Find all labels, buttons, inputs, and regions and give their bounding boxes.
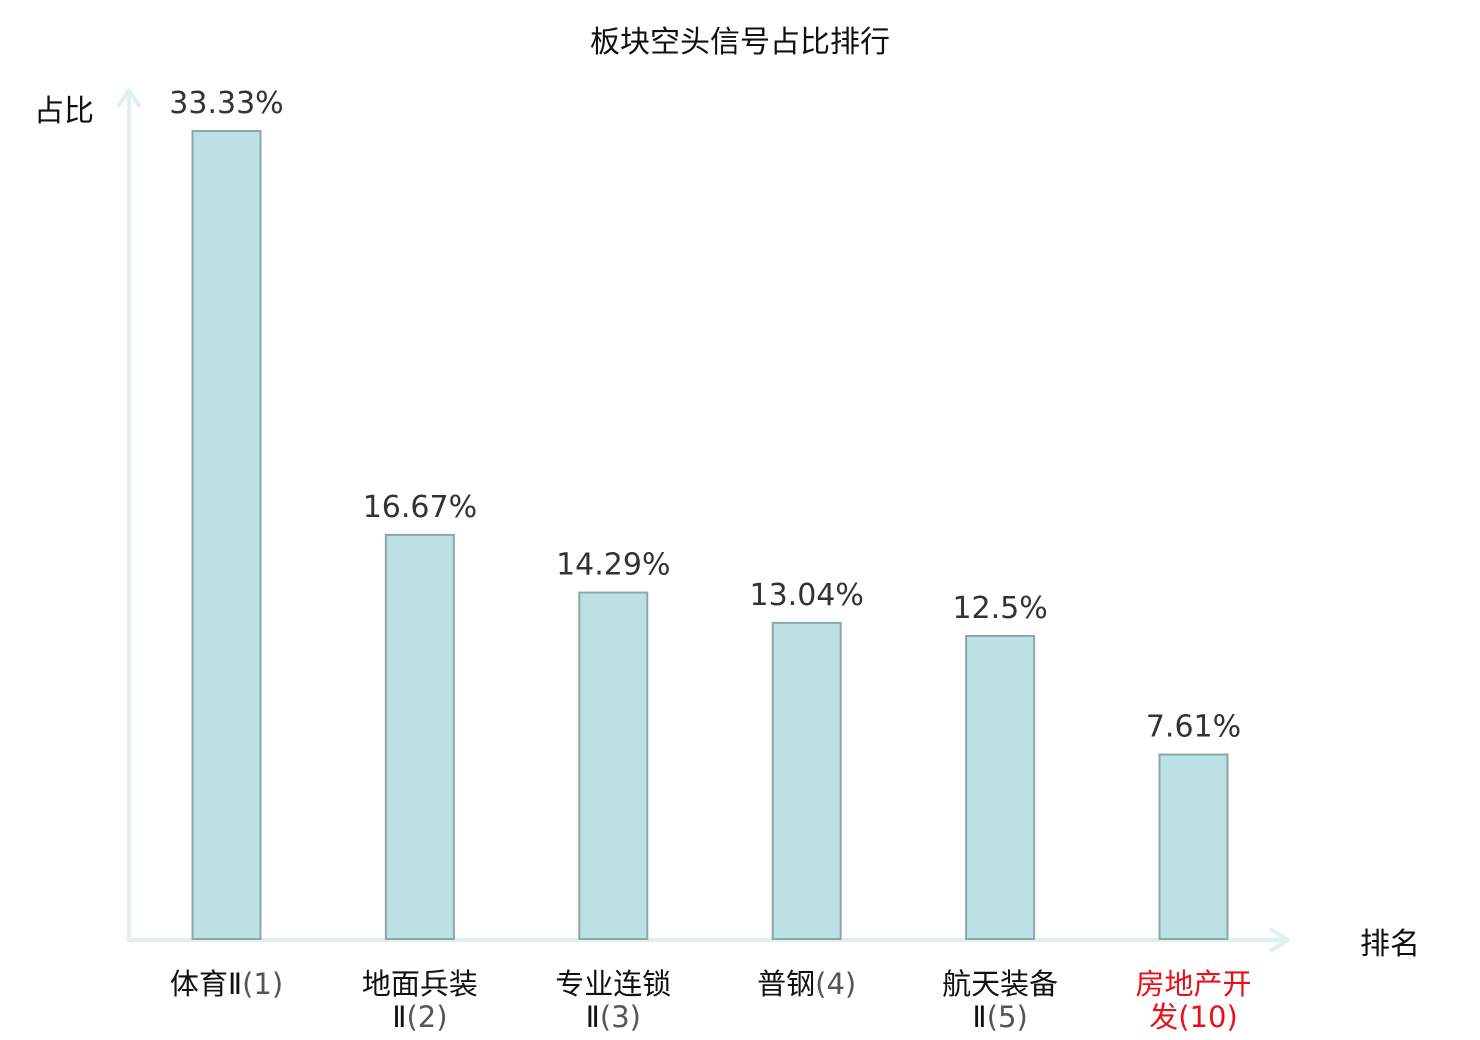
category-name: 发 bbox=[1149, 1000, 1178, 1034]
category-rank: (1) bbox=[242, 967, 283, 1001]
x-axis-label: 排名 bbox=[1360, 927, 1420, 962]
category-label-2-line2: Ⅱ(2) bbox=[392, 1000, 447, 1034]
y-axis: 占比 bbox=[34, 88, 142, 940]
category-rank: (5) bbox=[987, 1000, 1028, 1034]
category-label-4: 普钢(4) bbox=[757, 967, 856, 1001]
bar-3 bbox=[578, 591, 649, 940]
category-name: 房地产开 bbox=[1135, 967, 1251, 1001]
y-axis-arrow bbox=[116, 88, 142, 109]
bar-5 bbox=[965, 634, 1036, 941]
category-name: Ⅱ bbox=[392, 1000, 406, 1034]
value-label-3: 14.29% bbox=[556, 548, 670, 583]
category-rank: (3) bbox=[600, 1000, 641, 1034]
value-label-6: 7.61% bbox=[1146, 710, 1241, 745]
chart-title: 板块空头信号占比排行 bbox=[590, 25, 890, 60]
category-name: Ⅱ bbox=[586, 1000, 600, 1034]
category-name: 地面兵装 bbox=[362, 967, 478, 1001]
category-name: 普钢 bbox=[757, 967, 815, 1001]
category-label-5-line2: Ⅱ(5) bbox=[972, 1000, 1027, 1034]
value-label-4: 13.04% bbox=[750, 578, 864, 613]
bar-6 bbox=[1158, 753, 1229, 940]
value-label-5: 12.5% bbox=[952, 591, 1047, 626]
value-labels: 33.33% 16.67% 14.29% 13.04% 12.5% 7.61% bbox=[169, 86, 1241, 745]
x-axis: 排名 bbox=[127, 927, 1420, 962]
category-label-6-line2: 发(10) bbox=[1149, 1000, 1238, 1034]
category-label-1: 体育Ⅱ(1) bbox=[170, 967, 283, 1001]
category-name: 体育Ⅱ bbox=[170, 967, 242, 1001]
value-label-1: 33.33% bbox=[169, 86, 283, 121]
category-rank: (4) bbox=[815, 967, 856, 1001]
bar-series bbox=[191, 130, 1229, 941]
category-name: Ⅱ bbox=[972, 1000, 986, 1034]
category-label-3: 专业连锁 bbox=[555, 967, 671, 1001]
category-rank: (2) bbox=[406, 1000, 447, 1034]
category-label-3-line2: Ⅱ(3) bbox=[586, 1000, 641, 1034]
category-label-6: 房地产开 bbox=[1135, 967, 1251, 1001]
category-name: 航天装备 bbox=[942, 967, 1058, 1001]
bar-2 bbox=[384, 533, 455, 940]
x-axis-arrow bbox=[1268, 927, 1290, 953]
category-label-2: 地面兵装 bbox=[362, 967, 478, 1001]
bar-1 bbox=[191, 130, 262, 940]
category-label-5: 航天装备 bbox=[942, 967, 1058, 1001]
value-label-2: 16.67% bbox=[363, 490, 477, 525]
bar-4 bbox=[771, 621, 842, 940]
category-rank: (10) bbox=[1178, 1000, 1238, 1034]
y-axis-label: 占比 bbox=[34, 94, 94, 129]
category-name: 专业连锁 bbox=[555, 967, 671, 1001]
